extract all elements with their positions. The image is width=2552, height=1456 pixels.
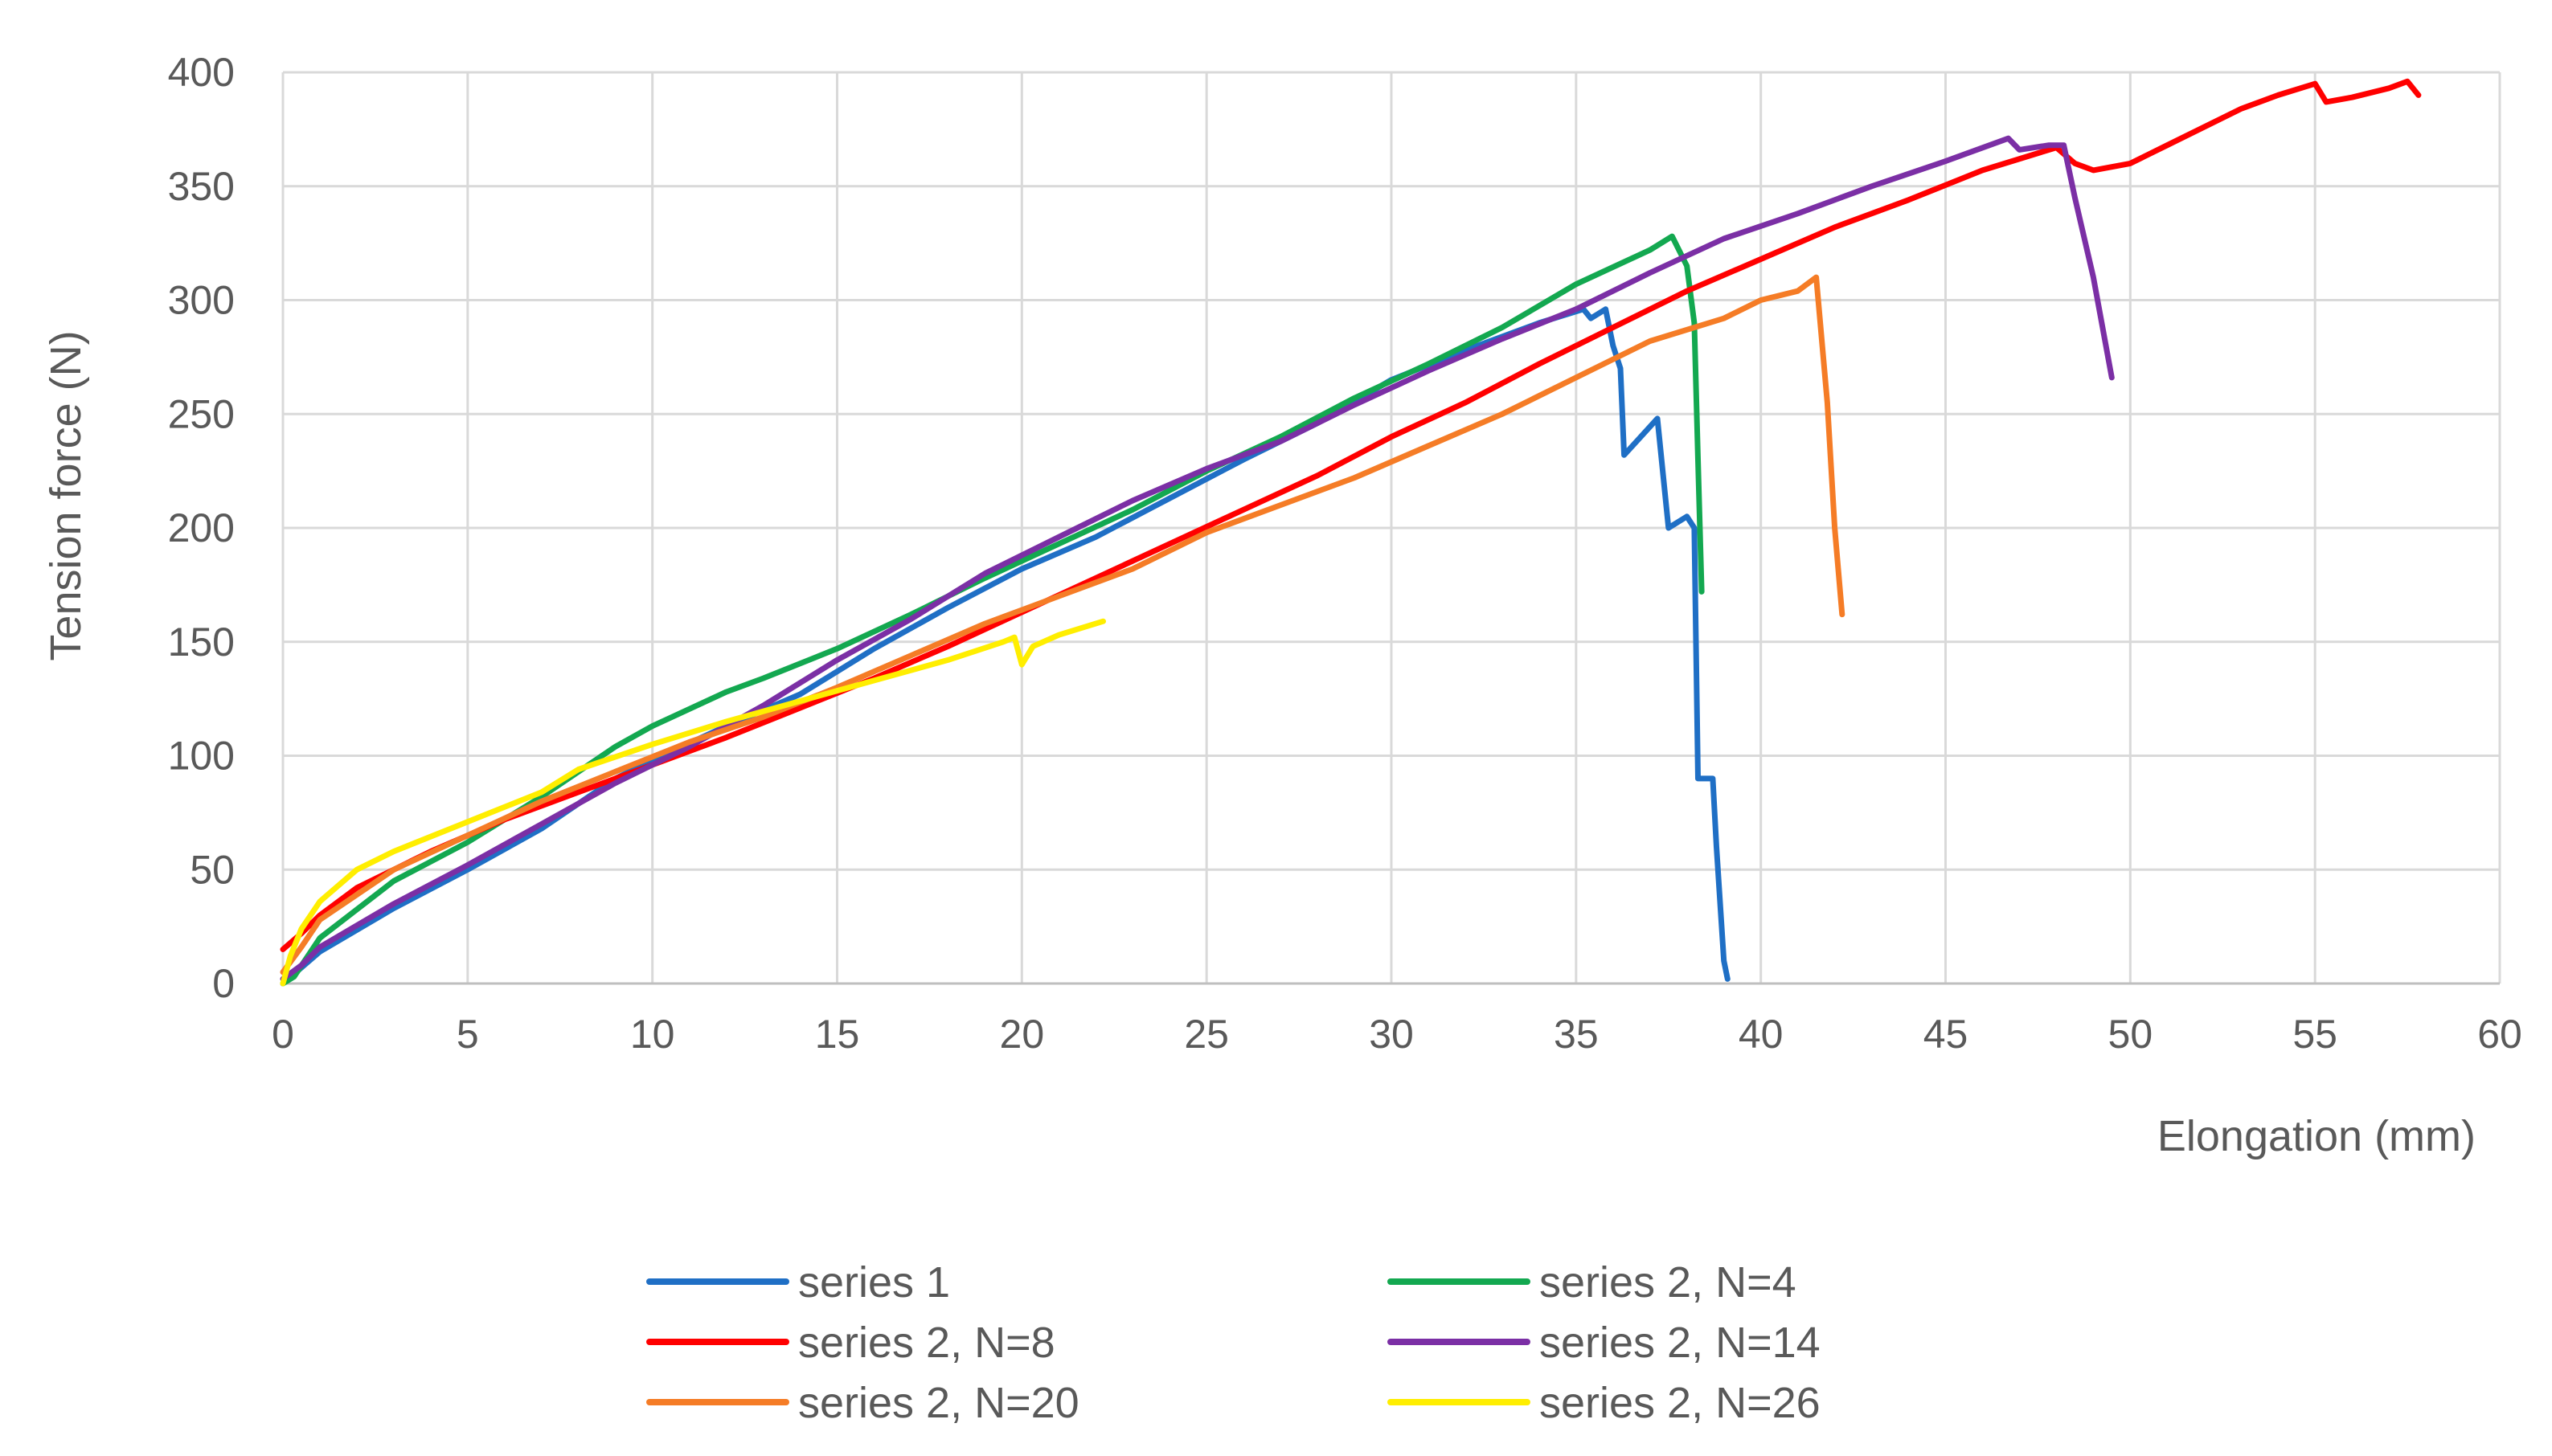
legend-label: series 2, N=8: [798, 1319, 1055, 1367]
series-line-4: [280, 135, 2115, 982]
x-tick-label: 55: [2292, 1012, 2337, 1057]
legend-label: series 2, N=4: [1539, 1258, 1796, 1307]
x-tick-label: 60: [2477, 1012, 2522, 1057]
y-tick-label: 250: [168, 391, 235, 436]
x-tick-label: 0: [272, 1012, 294, 1057]
y-tick-label: 350: [168, 164, 235, 209]
y-tick-label: 150: [168, 620, 235, 665]
legend-label: series 2, N=20: [798, 1379, 1079, 1427]
x-tick-label: 10: [630, 1012, 675, 1057]
tick-labels: 0 5 10 15 20 25 30 35 40 45 50 55 60 0 50 100 150 200 250 3…: [168, 50, 2522, 1057]
y-tick-label: 200: [168, 505, 235, 550]
x-tick-label: 25: [1184, 1012, 1229, 1057]
y-tick-label: 100: [168, 734, 235, 779]
series-line-5: [280, 274, 1845, 975]
legend-label: series 1: [798, 1258, 950, 1307]
legend-label: series 2, N=26: [1539, 1379, 1821, 1427]
legend-label: series 2, N=14: [1539, 1319, 1821, 1367]
y-tick-label: 50: [190, 847, 235, 892]
x-tick-label: 15: [815, 1012, 860, 1057]
x-tick-label: 50: [2108, 1012, 2153, 1057]
series-line-6: [280, 618, 1106, 987]
x-tick-label: 30: [1369, 1012, 1414, 1057]
x-tick-label: 35: [1554, 1012, 1599, 1057]
x-axis-title: Elongation (mm): [2157, 1112, 2476, 1160]
y-tick-label: 300: [168, 278, 235, 323]
series-lines: [280, 78, 2422, 987]
x-tick-label: 20: [1000, 1012, 1045, 1057]
y-tick-label: 400: [168, 50, 235, 95]
y-tick-label: 0: [212, 961, 235, 1006]
legend: series 1 series 2, N=4 series 2, N=8 series…: [646, 1258, 1821, 1427]
y-axis-title: Tension force (N): [42, 330, 90, 661]
x-tick-label: 5: [457, 1012, 479, 1057]
series-line-3: [280, 78, 2422, 952]
x-tick-label: 45: [1923, 1012, 1968, 1057]
x-tick-label: 40: [1739, 1012, 1784, 1057]
